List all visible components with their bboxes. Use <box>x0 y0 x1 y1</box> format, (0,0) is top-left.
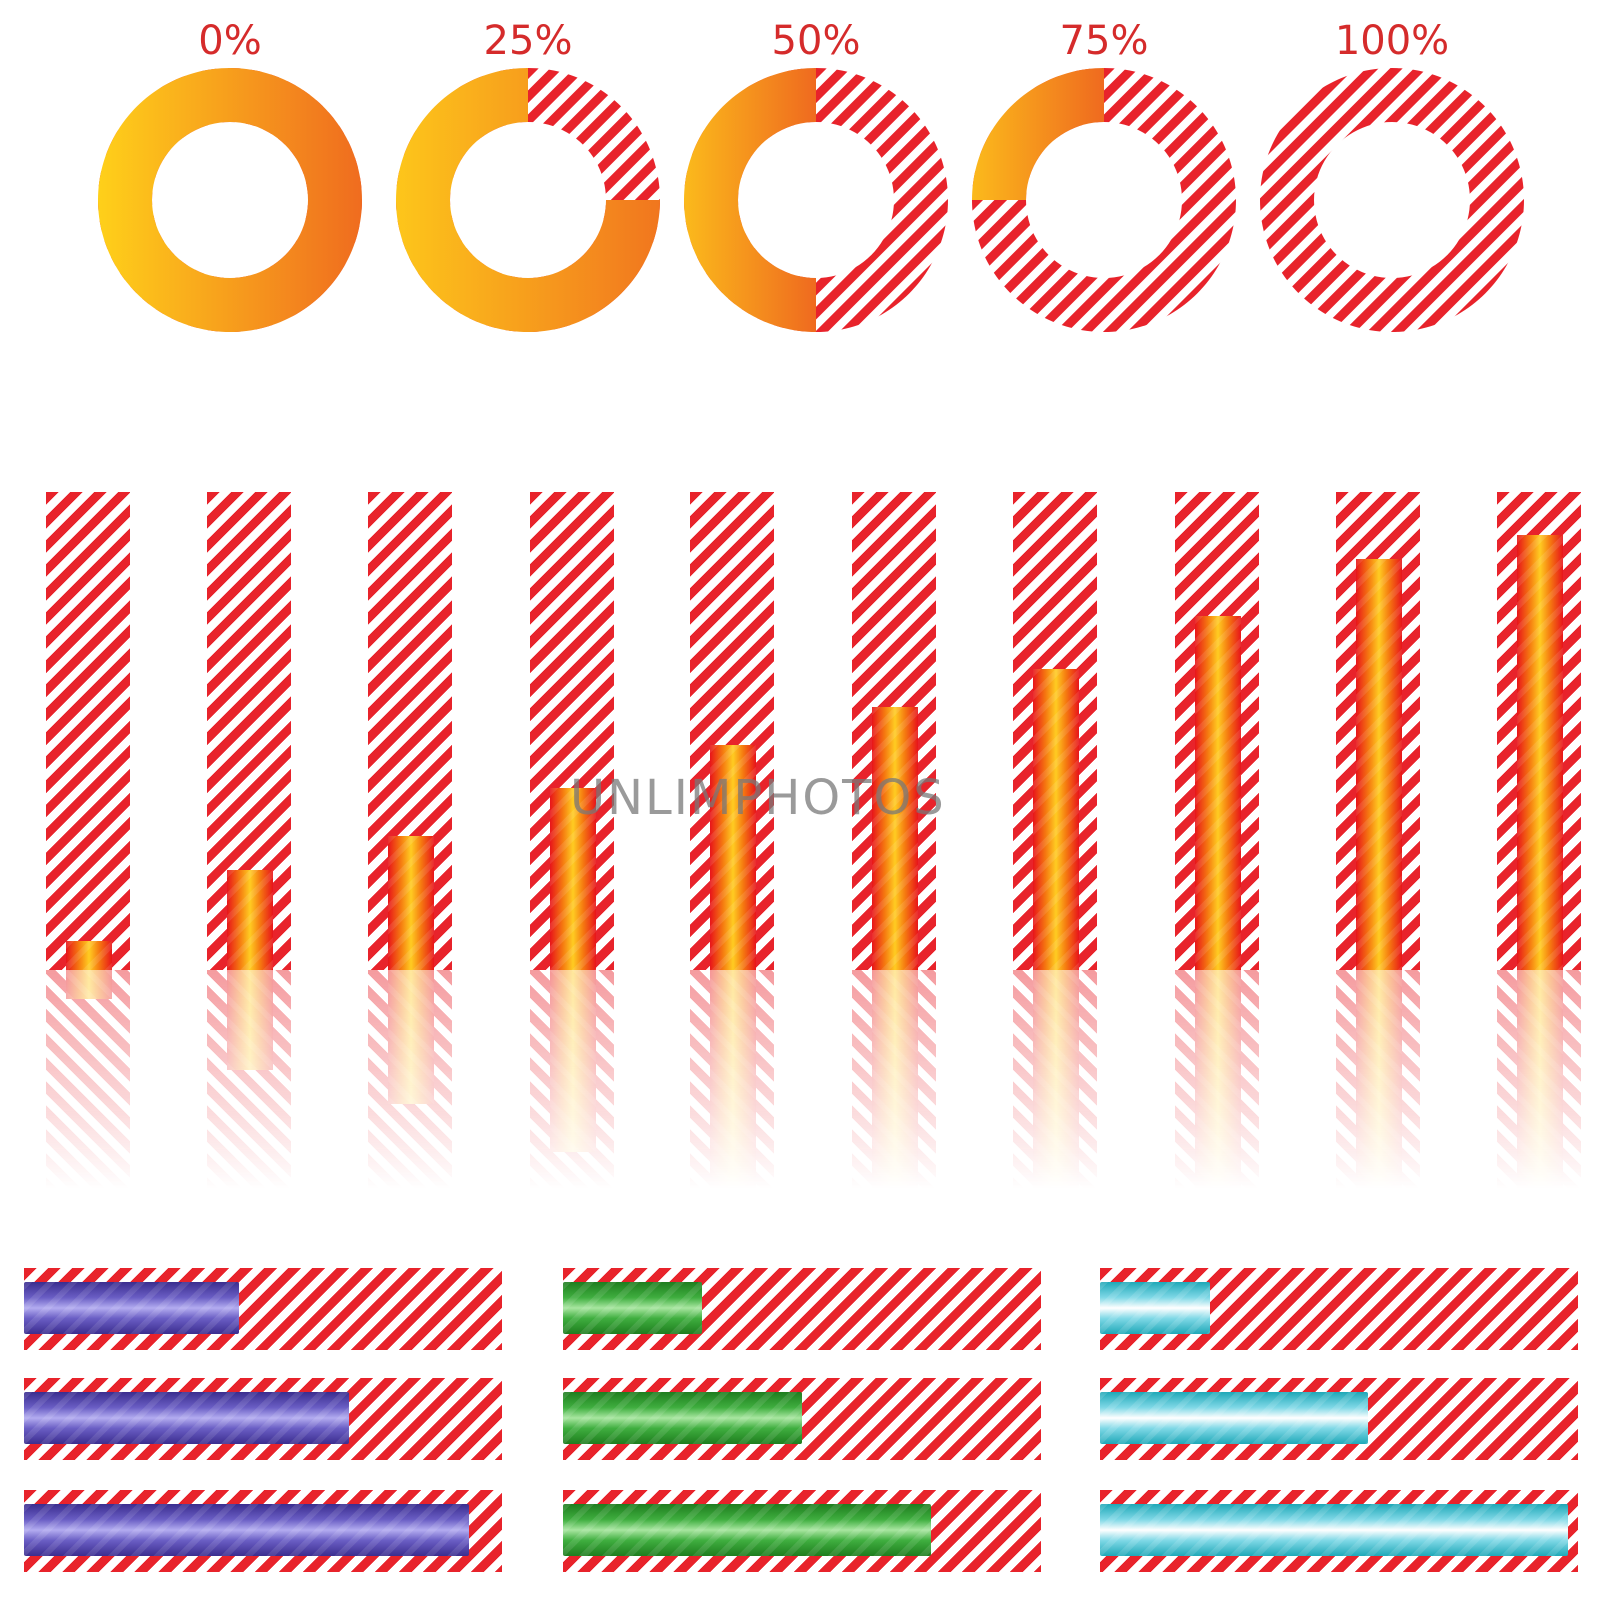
horizontal-bar-green-0 <box>563 1268 1041 1350</box>
vertical-bar-fill <box>1033 669 1079 970</box>
vertical-bar-reflection <box>46 970 130 1190</box>
vertical-bar-track <box>1336 492 1420 970</box>
ring-reflection <box>973 336 1235 450</box>
ring-label: 0% <box>198 18 262 64</box>
vertical-bar-reflection <box>1497 970 1581 1190</box>
vertical-bar-track <box>530 492 614 970</box>
vertical-bar-track <box>1175 492 1259 970</box>
vertical-bar-reflection <box>1336 970 1420 1190</box>
vertical-bar-track <box>1497 492 1581 970</box>
vertical-bar-fill <box>1356 559 1402 970</box>
vertical-bar-track <box>368 492 452 970</box>
watermark: UNLIMPHOTOS <box>570 770 946 826</box>
vertical-bar-reflection <box>530 970 614 1190</box>
horizontal-bar-fill <box>563 1504 931 1556</box>
horizontal-bar-purple-2 <box>24 1490 502 1572</box>
ring-track <box>1261 336 1523 450</box>
vertical-bar-fill <box>227 870 273 970</box>
ring-fill <box>97 68 362 332</box>
ring-track <box>973 336 1235 450</box>
vertical-bar-fill <box>1195 616 1241 970</box>
horizontal-bar-cyan-0 <box>1100 1268 1578 1350</box>
ring-reflection <box>1261 336 1523 450</box>
horizontal-bar-cyan-1 <box>1100 1378 1578 1460</box>
ring-2: 50% <box>666 0 966 450</box>
ring-track <box>1259 68 1524 332</box>
ring-main <box>683 68 948 332</box>
ring-main <box>395 68 660 332</box>
ring-reflection <box>395 336 660 450</box>
ring-reflection <box>97 336 362 450</box>
horizontal-bar-purple-0 <box>24 1268 502 1350</box>
vertical-bar-track <box>207 492 291 970</box>
vertical-bar-fill <box>710 745 756 970</box>
horizontal-bar-fill <box>563 1282 702 1334</box>
horizontal-bar-purple-1 <box>24 1378 502 1460</box>
vertical-bar-track <box>852 492 936 970</box>
ring-label: 25% <box>483 18 573 64</box>
vertical-bar-track <box>690 492 774 970</box>
ring-chart <box>395 68 660 450</box>
horizontal-bar-fill <box>24 1282 239 1334</box>
vertical-bar-reflection <box>1175 970 1259 1190</box>
ring-label: 75% <box>1059 18 1149 64</box>
ring-0: 0% <box>80 0 380 450</box>
ring-main <box>971 68 1236 332</box>
vertical-bar-fill <box>872 707 918 970</box>
horizontal-bar-fill <box>24 1504 469 1556</box>
vertical-bar-reflection <box>207 970 291 1190</box>
vertical-bar-reflection <box>852 970 936 1190</box>
horizontal-bar-green-1 <box>563 1378 1041 1460</box>
ring-fill <box>97 336 362 450</box>
horizontal-bar-green-2 <box>563 1490 1041 1572</box>
ring-chart <box>971 68 1236 450</box>
ring-1: 25% <box>378 0 678 450</box>
ring-label: 100% <box>1334 18 1450 64</box>
horizontal-bar-fill <box>24 1392 349 1444</box>
ring-3: 75% <box>954 0 1254 450</box>
ring-main <box>1259 68 1524 332</box>
horizontal-bar-fill <box>563 1392 802 1444</box>
ring-fill <box>395 336 660 450</box>
ring-main <box>97 68 362 332</box>
vertical-bar-track <box>46 492 130 970</box>
horizontal-bar-fill <box>1100 1392 1368 1444</box>
vertical-bar-reflection <box>1013 970 1097 1190</box>
vertical-bar-reflection <box>690 970 774 1190</box>
vertical-bar-reflection <box>368 970 452 1190</box>
ring-chart <box>97 68 362 450</box>
horizontal-bar-fill <box>1100 1282 1210 1334</box>
ring-label: 50% <box>771 18 861 64</box>
horizontal-bar-fill <box>1100 1504 1568 1556</box>
vertical-bar-fill <box>550 788 596 970</box>
vertical-bar-track <box>1013 492 1097 970</box>
vertical-bar-fill <box>66 941 112 970</box>
horizontal-bar-cyan-2 <box>1100 1490 1578 1572</box>
vertical-bar-fill <box>388 836 434 970</box>
ring-fill <box>395 68 660 332</box>
ring-chart <box>683 68 948 450</box>
ring-chart <box>1259 68 1524 450</box>
vertical-bar-fill <box>1517 535 1563 970</box>
ring-4: 100% <box>1242 0 1542 450</box>
ring-fill <box>683 68 816 332</box>
